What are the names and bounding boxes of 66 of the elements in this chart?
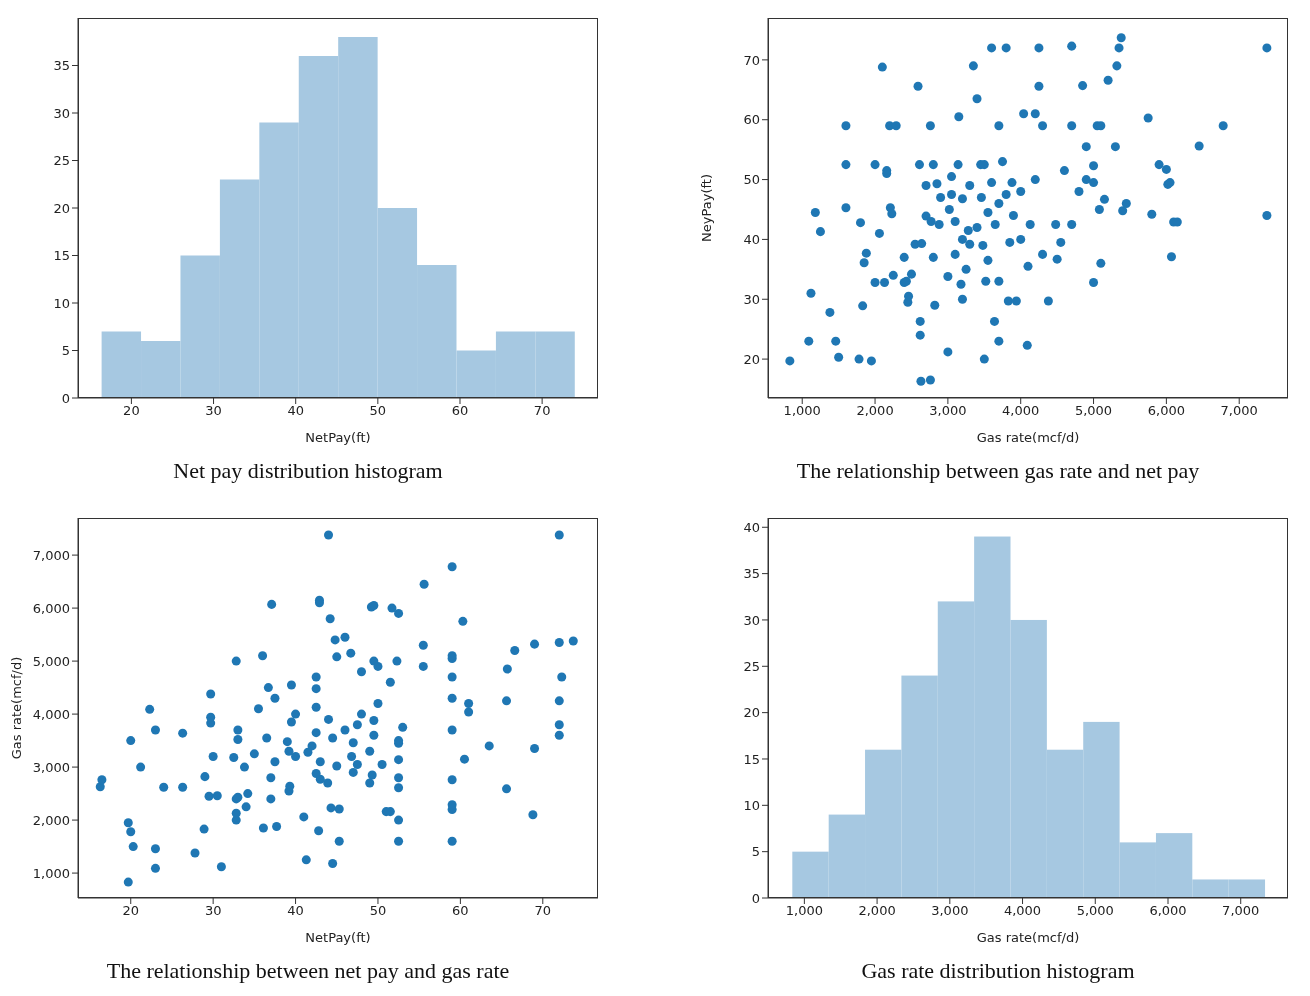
- y-tick-label: 5: [751, 844, 760, 860]
- y-tick-label: 15: [743, 751, 760, 767]
- y-tick-label: 7,000: [32, 547, 70, 563]
- x-tick-label: 5,000: [1074, 403, 1113, 419]
- x-tick-label: 2,000: [856, 403, 894, 419]
- text: Gas rate distribution histogram: [860, 958, 1136, 984]
- x-tick-label: 1,000: [783, 403, 821, 419]
- x-tick-label: 20: [123, 403, 140, 419]
- y-tick-label: 20: [743, 351, 760, 367]
- x-tick-label: 1,000: [785, 903, 823, 919]
- x-tick-label: 40: [287, 403, 304, 419]
- x-tick-label: 6,000: [1147, 403, 1185, 419]
- x-tick-label: 4,000: [1003, 903, 1042, 919]
- y-tick-label: 3,000: [32, 759, 70, 775]
- y-tick-label: 4,000: [32, 706, 70, 722]
- y-tick-label: 40: [743, 519, 760, 535]
- text: The relationship between gas rate and net pay: [795, 458, 1201, 484]
- y-tick-label: 5,000: [32, 653, 70, 669]
- x-tick-label: 4,000: [1002, 403, 1040, 419]
- x-tick-label: 7,000: [1220, 403, 1258, 419]
- y-tick-label: 35: [743, 566, 760, 582]
- y-axis-title: NeyPay(ft): [698, 174, 714, 242]
- x-tick-label: 60: [451, 403, 469, 419]
- x-tick-label: 30: [205, 403, 222, 419]
- y-tick-label: 70: [743, 52, 760, 68]
- x-tick-label: 60: [452, 903, 469, 919]
- x-axis-title: Gas rate(mcf/d): [976, 930, 1080, 945]
- y-tick-label: 10: [743, 797, 760, 813]
- x-tick-label: 70: [534, 903, 552, 919]
- y-tick-label: 35: [53, 58, 70, 74]
- y-tick-label: 30: [53, 105, 70, 121]
- x-tick-label: 3,000: [929, 403, 967, 419]
- y-tick-label: 0: [61, 390, 70, 406]
- y-tick-label: 30: [743, 612, 760, 628]
- y-tick-label: 6,000: [32, 600, 70, 616]
- y-tick-label: 20: [743, 705, 760, 721]
- y-tick-label: 15: [53, 248, 70, 264]
- x-axis-title: NetPay(ft): [305, 430, 371, 445]
- y-tick-label: 5: [61, 343, 70, 359]
- x-tick-label: 40: [287, 903, 304, 919]
- y-tick-label: 20: [53, 200, 70, 216]
- x-tick-label: 50: [369, 403, 387, 419]
- y-tick-label: 25: [743, 658, 760, 674]
- y-tick-label: 0: [751, 890, 760, 906]
- y-tick-label: 25: [53, 153, 70, 169]
- x-axis-title: Gas rate(mcf/d): [976, 430, 1080, 445]
- y-tick-label: 2,000: [32, 812, 70, 828]
- text: Net pay distribution histogram: [172, 458, 444, 484]
- y-tick-label: 50: [743, 172, 760, 188]
- y-tick-label: 10: [53, 295, 70, 311]
- x-tick-label: 30: [204, 903, 222, 919]
- x-tick-label: 7,000: [1222, 903, 1260, 919]
- y-tick-label: 1,000: [32, 865, 70, 881]
- x-tick-label: 50: [369, 903, 387, 919]
- y-tick-label: 40: [743, 232, 760, 248]
- x-tick-label: 6,000: [1149, 903, 1187, 919]
- x-tick-label: 70: [533, 403, 551, 419]
- x-tick-label: 2,000: [858, 903, 896, 919]
- y-tick-label: 60: [743, 112, 760, 128]
- y-axis-title: Gas rate(mcf/d): [8, 656, 24, 760]
- x-tick-label: 5,000: [1076, 903, 1114, 919]
- x-axis-title: NetPay(ft): [305, 930, 371, 945]
- x-tick-label: 20: [122, 903, 140, 919]
- text: The relationship between net pay and gas rate: [105, 958, 511, 984]
- x-tick-label: 3,000: [931, 903, 969, 919]
- y-tick-label: 30: [743, 291, 760, 307]
